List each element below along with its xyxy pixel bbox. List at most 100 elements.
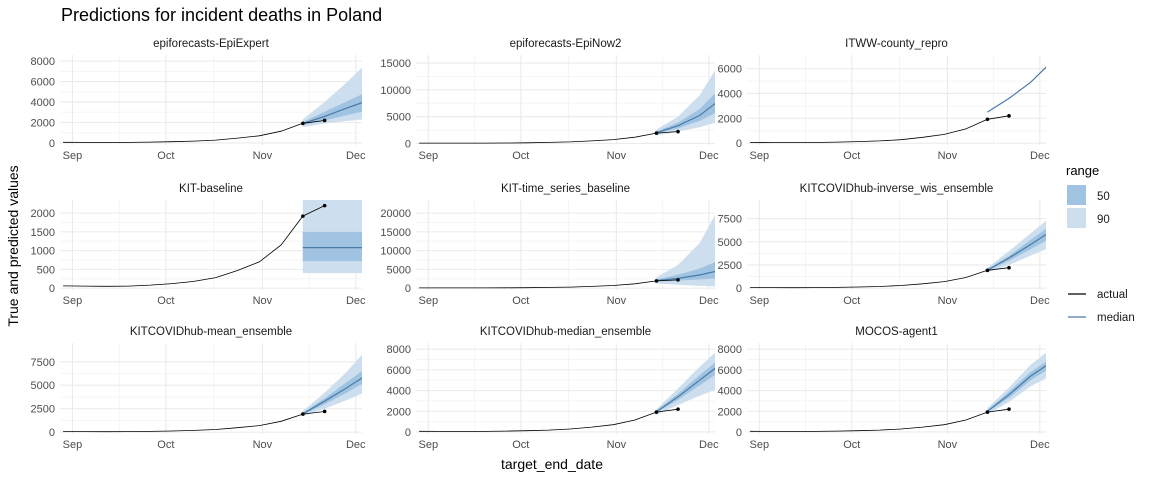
x-tick-label: Dec	[346, 439, 366, 451]
y-tick-label: 0	[405, 427, 411, 439]
x-tick-label: Dec	[1030, 295, 1050, 307]
y-tick-label: 5000	[31, 380, 55, 392]
median-line	[302, 102, 362, 125]
panel-itww-county-repro: Sep Oct Nov Dec 0 2000 4000 6000 ITWW-county_rep…	[718, 38, 1051, 162]
panel-kitcovidhub-inverse-wis-ensemble: Sep Oct Nov Dec 0 2500 5000 7500 KITCOVIDhub-inv…	[718, 183, 1051, 307]
x-tick-label: Oct	[512, 439, 529, 451]
y-tick-label: 5000	[387, 112, 411, 124]
y-tick-label: 1500	[31, 227, 55, 239]
y-tick-label: 7500	[718, 214, 742, 226]
panel-plot-area	[419, 70, 715, 144]
y-tick-label: 2000	[31, 118, 55, 130]
band-50	[302, 371, 362, 415]
band-50	[987, 228, 1046, 271]
y-tick-label: 2000	[31, 208, 55, 220]
panel-epiforecasts-epinow2: Sep Oct Nov Dec 0 5000 10000 15000 epiforecasts-…	[380, 38, 719, 162]
actual-line	[63, 411, 325, 433]
y-tick-label: 10000	[380, 246, 411, 258]
x-tick-label: Oct	[512, 295, 529, 307]
panel-plot-area	[63, 67, 362, 143]
x-tick-label: Dec	[346, 150, 366, 162]
chart-title: Predictions for incident deaths in Polan…	[61, 5, 382, 25]
x-tick-label: Dec	[699, 295, 719, 307]
actual-point	[1007, 114, 1011, 118]
actual-line	[750, 267, 1010, 289]
y-tick-label: 0	[736, 427, 742, 439]
panel-mocos-agent1: Sep Oct Nov Dec 0 2000 4000 6000 8000 MOCOS-agent…	[718, 326, 1051, 451]
band-50	[302, 94, 362, 126]
x-tick-label: Dec	[346, 295, 366, 307]
x-tick-label: Dec	[699, 439, 719, 451]
y-tick-label: 4000	[718, 386, 742, 398]
actual-point	[301, 121, 305, 126]
band-90	[302, 354, 362, 417]
y-tick-label: 8000	[718, 344, 742, 356]
x-tick-label: Nov	[938, 295, 958, 307]
panel-plot-area	[63, 354, 362, 433]
y-tick-label: 4000	[387, 386, 411, 398]
x-tick-label: Dec	[1030, 150, 1050, 162]
x-tick-label: Nov	[607, 439, 627, 451]
actual-point	[676, 129, 680, 134]
actual-point	[1007, 265, 1011, 270]
actual-line	[419, 408, 679, 432]
y-tick-label: 0	[736, 283, 742, 295]
actual-line	[63, 120, 325, 143]
x-tick-label: Sep	[419, 295, 439, 307]
actual-line	[419, 279, 679, 289]
y-tick-label: 6000	[718, 365, 742, 377]
panel-kitcovidhub-mean-ensemble: Sep Oct Nov Dec 0 2500 5000 7500 KITCOVIDhub-mea…	[31, 326, 367, 451]
legend-swatch-90	[1067, 208, 1086, 228]
actual-point	[654, 410, 659, 414]
x-tick-label: Dec	[699, 150, 719, 162]
actual-point	[654, 131, 659, 135]
band-90	[987, 220, 1046, 273]
y-tick-label: 10000	[380, 85, 411, 97]
actual-point	[985, 117, 990, 122]
panel-title: KIT-time_series_baseline	[501, 183, 630, 195]
panel-title: KITCOVIDhub-median_ensemble	[480, 326, 651, 338]
y-axis-title: True and predicted values	[5, 165, 21, 326]
x-tick-label: Nov	[938, 439, 958, 451]
legend-label-actual: actual	[1097, 289, 1128, 301]
panel-title: epiforecasts-EpiExpert	[153, 38, 269, 50]
panel-epiforecasts-epiexpert: Sep Oct Nov Dec 0 2000 4000 6000 8000 epiforecast…	[31, 38, 367, 162]
band-50	[656, 93, 715, 134]
y-tick-label: 0	[49, 283, 55, 295]
facet-panels: Sep Oct Nov Dec 0 2000 4000 6000 8000 epiforecast…	[31, 38, 1051, 451]
y-tick-label: 2000	[387, 406, 411, 418]
x-tick-label: Nov	[938, 150, 958, 162]
x-axis-title: target_end_date	[501, 456, 603, 472]
y-tick-label: 5000	[387, 264, 411, 276]
y-tick-label: 0	[405, 138, 411, 150]
legend-label-median: median	[1097, 312, 1135, 324]
median-line	[987, 365, 1046, 412]
x-tick-label: Oct	[843, 150, 860, 162]
y-tick-label: 2500	[31, 404, 55, 416]
panel-plot-area	[419, 215, 715, 289]
band-50	[656, 262, 715, 282]
x-tick-label: Oct	[843, 439, 860, 451]
median-line	[656, 367, 715, 413]
x-tick-label: Nov	[607, 150, 627, 162]
panel-title: ITWW-county_repro	[845, 38, 948, 50]
panel-title: KIT-baseline	[179, 183, 243, 195]
legend-label-50: 50	[1097, 191, 1110, 203]
x-tick-label: Dec	[1030, 439, 1050, 451]
actual-point	[301, 214, 305, 218]
actual-point	[676, 407, 680, 411]
panel-kit-baseline: Sep Oct Nov Dec 0 500 1000 1500 2000 KIT-baseline	[31, 183, 367, 307]
y-tick-label: 4000	[718, 88, 742, 100]
actual-point	[676, 278, 680, 282]
x-tick-label: Sep	[750, 439, 770, 451]
y-tick-label: 6000	[387, 365, 411, 377]
x-tick-label: Sep	[63, 150, 83, 162]
panel-title: MOCOS-agent1	[855, 326, 937, 338]
y-tick-label: 2000	[718, 406, 742, 418]
x-tick-label: Nov	[253, 295, 273, 307]
panel-plot-area	[63, 200, 362, 287]
y-tick-label: 2500	[718, 260, 742, 272]
median-line	[656, 102, 715, 134]
x-tick-label: Sep	[63, 295, 83, 307]
